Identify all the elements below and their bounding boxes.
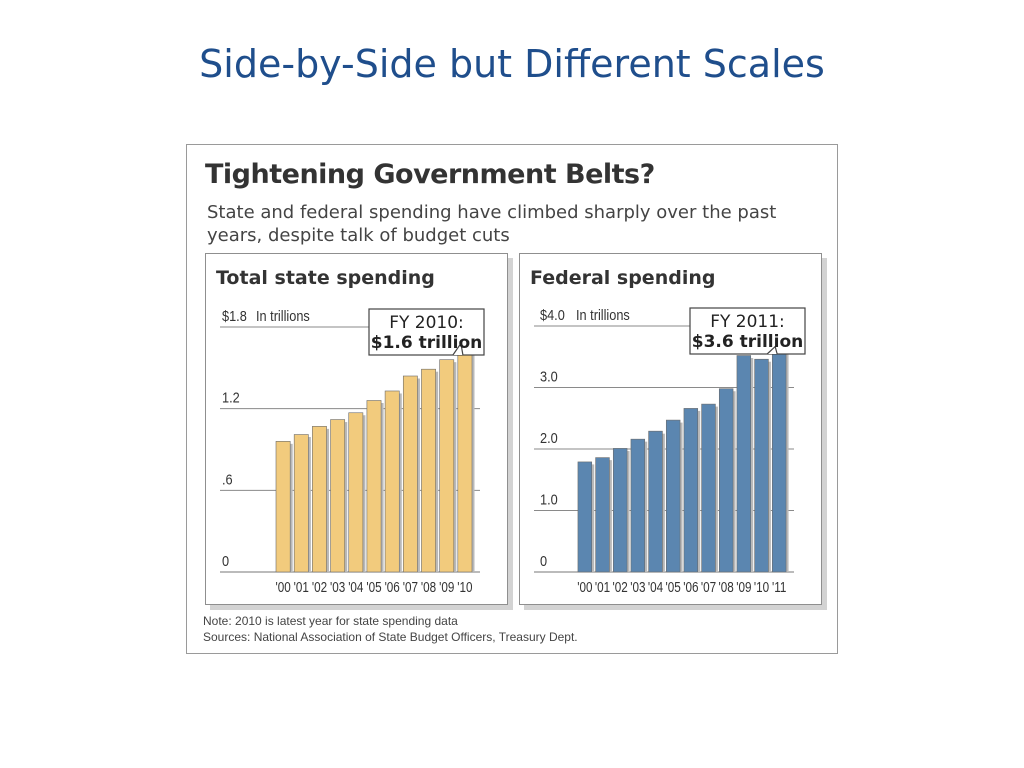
bar: [630, 438, 646, 573]
bar: [718, 388, 734, 573]
bar: [683, 408, 699, 573]
infographic-headline: Tightening Government Belts?: [205, 159, 655, 190]
x-tick-label: '04: [348, 579, 364, 596]
x-tick-label: '05: [666, 579, 681, 596]
x-tick-label: '03: [630, 579, 645, 596]
bar: [402, 375, 418, 573]
slide-title: Side-by-Side but Different Scales: [199, 42, 825, 86]
bar: [366, 400, 382, 573]
bar: [736, 355, 752, 573]
sources-text: Sources: National Association of State B…: [203, 630, 578, 644]
callout-line1: FY 2011:: [710, 312, 785, 332]
callout-pointer: [766, 345, 778, 355]
x-tick-label: '10: [754, 579, 769, 596]
y-tick-label: 1.2: [222, 389, 240, 406]
y-tick-label: 0: [222, 552, 229, 569]
bar: [384, 390, 400, 573]
x-tick-label: '10: [457, 579, 472, 596]
bar: [595, 457, 610, 573]
x-tick-label: '06: [683, 579, 698, 596]
x-tick-label: '01: [294, 579, 309, 596]
unit-label: In trillions: [256, 307, 310, 324]
callout-pointer: [452, 341, 464, 356]
unit-label: In trillions: [576, 306, 630, 323]
x-tick-label: '08: [719, 579, 734, 596]
x-tick-label: '04: [648, 579, 664, 596]
bar: [577, 461, 593, 573]
bar: [665, 419, 681, 573]
bar: [348, 412, 364, 573]
x-tick-label: '05: [366, 579, 381, 596]
bar: [275, 441, 291, 573]
bar: [421, 368, 436, 573]
y-tick-label: 2.0: [540, 429, 558, 446]
callout-box: [689, 307, 806, 355]
x-tick-label: '02: [613, 579, 628, 596]
y-tick-label: $4.0: [540, 306, 565, 323]
callout-line2: $3.6 trillion: [692, 332, 803, 352]
x-tick-label: '08: [421, 579, 436, 596]
chart-title: Total state spending: [216, 267, 435, 289]
y-tick-label: .6: [222, 470, 233, 487]
x-tick-label: '11: [772, 579, 786, 596]
bar: [330, 419, 346, 573]
bar: [701, 403, 716, 573]
callout-line1: FY 2010:: [389, 313, 464, 333]
bar: [612, 448, 628, 573]
x-tick-label: '06: [385, 579, 400, 596]
y-tick-label: 1.0: [540, 490, 558, 507]
x-tick-label: '01: [595, 579, 610, 596]
federal-spending-panel: Federal spending 0 1.0 2.0 3.0 $4.0 In trillio…: [519, 253, 822, 605]
x-tick-label: '03: [330, 579, 345, 596]
note-text: Note: 2010 is latest year for state spen…: [203, 614, 458, 628]
state-spending-panel: Total state spending 0 .6 1.2 $1.8 In trillio…: [205, 253, 508, 605]
y-tick-label: 3.0: [540, 367, 558, 384]
notes: Note: 2010 is latest year for state spen…: [203, 613, 823, 645]
x-tick-label: '07: [403, 579, 418, 596]
federal-spending-chart: Federal spending 0 1.0 2.0 3.0 $4.0 In trillio…: [530, 267, 806, 596]
callout-line2: $1.6 trillion: [371, 333, 482, 353]
bar: [293, 434, 309, 573]
x-tick-label: '02: [312, 579, 327, 596]
x-tick-label: '09: [736, 579, 751, 596]
bar: [312, 426, 327, 573]
x-tick-label: '00: [577, 579, 592, 596]
chart-title: Federal spending: [530, 267, 715, 289]
y-tick-label: $1.8: [222, 307, 247, 324]
x-tick-label: '07: [701, 579, 716, 596]
infographic: Tightening Government Belts? State and f…: [186, 144, 838, 654]
bar: [648, 430, 663, 573]
x-tick-label: '09: [439, 579, 454, 596]
state-spending-chart: Total state spending 0 .6 1.2 $1.8 In trillio…: [216, 267, 485, 596]
bar: [457, 347, 473, 573]
callout-box: [368, 308, 485, 356]
x-tick-label: '00: [275, 579, 290, 596]
bar: [754, 358, 769, 573]
infographic-subtitle: State and federal spending have climbed …: [207, 202, 777, 246]
bar: [439, 359, 455, 573]
bar: [771, 350, 787, 573]
y-tick-label: 0: [540, 552, 547, 569]
